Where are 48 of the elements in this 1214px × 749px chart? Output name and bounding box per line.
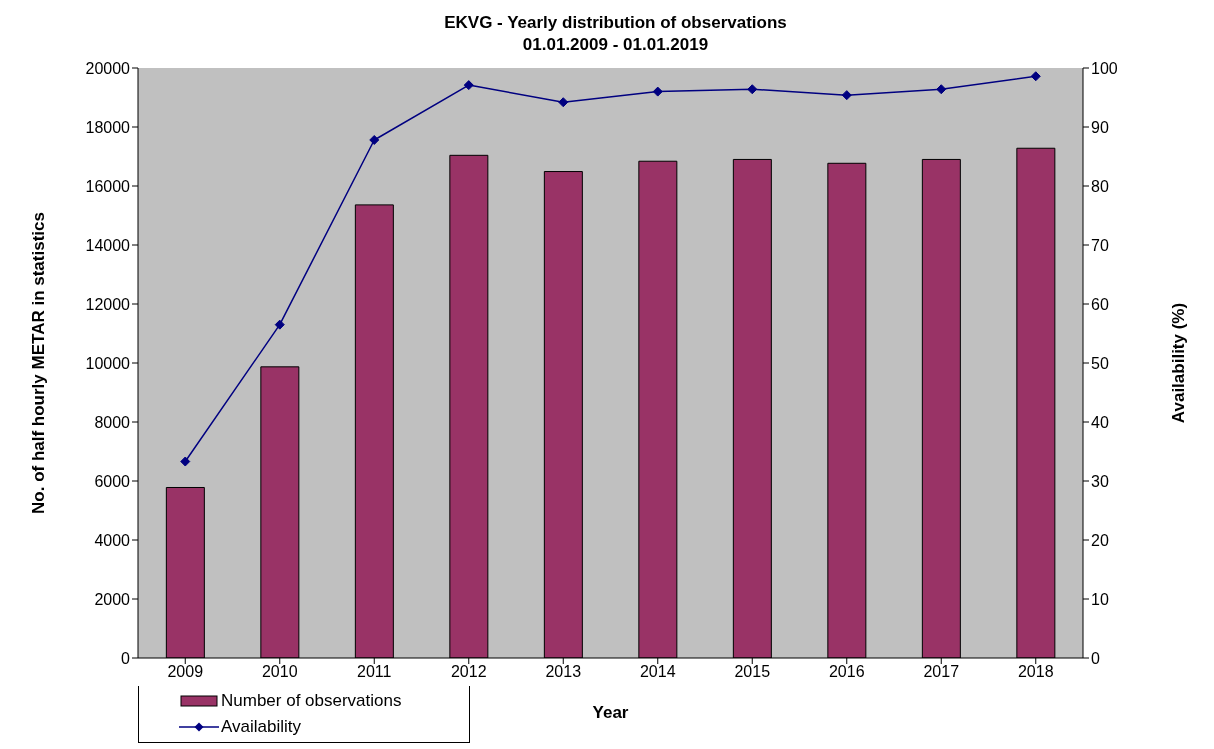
x-axis-title: Year <box>592 703 629 722</box>
x-tick-label: 2018 <box>1017 663 1054 681</box>
y-tick-label: 8000 <box>94 413 131 431</box>
point <box>463 80 474 91</box>
y2-tick-label: 20 <box>1091 531 1109 549</box>
point <box>558 97 569 108</box>
chart-title: EKVG - Yearly distribution of observations 01.01.2009 - 01.01.2019 <box>443 12 788 56</box>
point <box>841 90 852 101</box>
y-axis-title: No. of half hourly METAR in statistics <box>29 212 49 514</box>
y-tick-label: 2000 <box>94 590 131 608</box>
y-tick-label: 10000 <box>85 354 131 372</box>
y2-tick-label: 90 <box>1091 118 1109 136</box>
y-tick-label: 0 <box>121 649 131 667</box>
y2-tick-label: 80 <box>1091 177 1109 195</box>
y2-axis-title: Availability (%) <box>1169 302 1189 424</box>
y2-tick-label: 30 <box>1091 472 1109 490</box>
point <box>1030 71 1041 82</box>
x-tick-label: 2013 <box>545 663 582 681</box>
y2-tick-label: 70 <box>1091 236 1109 254</box>
y2-tick-label: 60 <box>1091 295 1109 313</box>
y2-tick-label: 10 <box>1091 590 1109 608</box>
point <box>180 456 191 467</box>
y-tick-label: 4000 <box>94 531 131 549</box>
x-tick-label: 2012 <box>450 663 487 681</box>
y-tick-label: 12000 <box>85 295 131 313</box>
x-tick-label: 2015 <box>734 663 771 681</box>
y2-tick-label: 100 <box>1091 59 1118 77</box>
point <box>747 84 758 95</box>
y-tick-label: 18000 <box>85 118 131 136</box>
x-tick-label: 2016 <box>828 663 865 681</box>
x-tick-label: 2017 <box>923 663 960 681</box>
y-tick-label: 20000 <box>85 59 131 77</box>
y-tick-label: 6000 <box>94 472 131 490</box>
point <box>652 86 663 97</box>
y-tick-label: 16000 <box>85 177 131 195</box>
legend-label: Availability <box>221 716 302 738</box>
x-tick-label: 2010 <box>261 663 298 681</box>
x-tick-label: 2011 <box>357 663 392 681</box>
point <box>274 319 285 330</box>
point <box>369 134 380 145</box>
y2-tick-label: 50 <box>1091 354 1109 372</box>
x-tick-label: 2009 <box>167 663 204 681</box>
y2-tick-label: 0 <box>1091 649 1100 667</box>
point <box>936 84 947 95</box>
x-tick-label: 2014 <box>639 663 676 681</box>
y-tick-label: 14000 <box>85 236 131 254</box>
legend-label: Number of observations <box>221 690 402 712</box>
y2-tick-label: 40 <box>1091 413 1109 431</box>
